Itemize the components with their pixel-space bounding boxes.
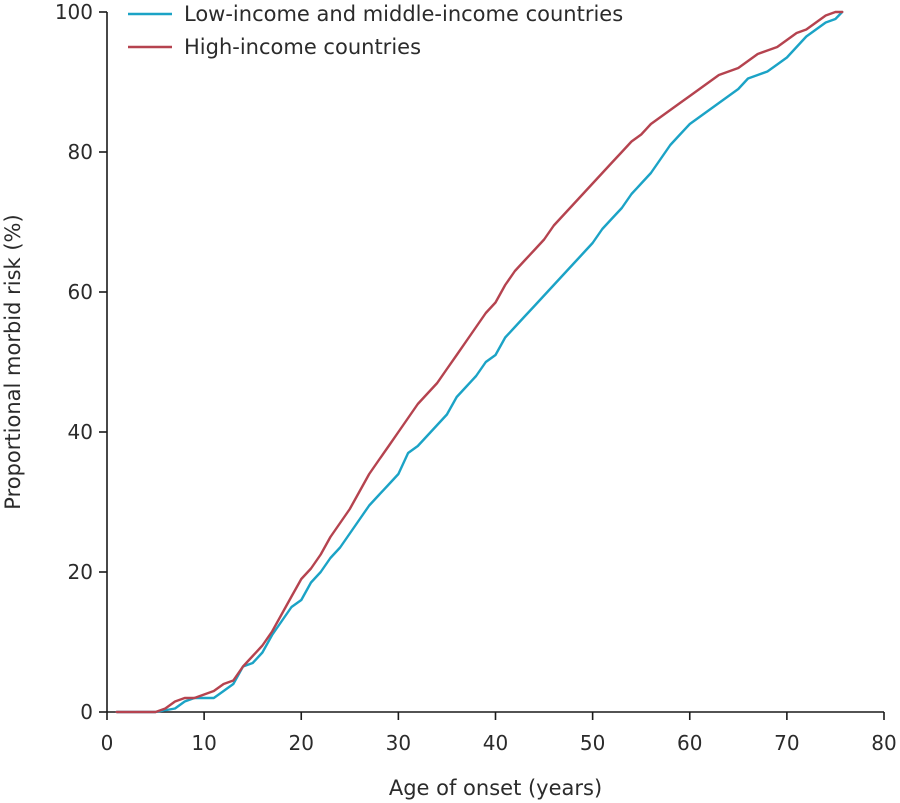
series-line-high-income <box>115 10 844 714</box>
legend: Low-income and middle-income countries Hi… <box>128 2 623 59</box>
x-axis-title: Age of onset (years) <box>389 776 602 800</box>
y-tick-label: 80 <box>68 140 93 164</box>
legend-label: Low-income and middle-income countries <box>184 2 623 26</box>
x-tick-label: 50 <box>580 731 605 755</box>
legend-label: High-income countries <box>184 35 421 59</box>
x-tick-label: 0 <box>101 731 114 755</box>
x-tick-label: 80 <box>871 731 896 755</box>
x-tick-label: 40 <box>483 731 508 755</box>
x-tick-label: 60 <box>677 731 702 755</box>
y-tick-label: 60 <box>68 280 93 304</box>
y-axis-title: Proportional morbid risk (%) <box>1 214 25 509</box>
axes: 0 20 40 60 80 100 0 10 20 30 40 50 60 70 80 <box>55 0 897 755</box>
series-line-low-middle-income <box>115 10 844 714</box>
y-tick-label: 20 <box>68 560 93 584</box>
x-axis-ticks: 0 10 20 30 40 50 60 70 80 <box>101 712 897 755</box>
y-tick-label: 0 <box>80 700 93 724</box>
x-tick-label: 20 <box>289 731 314 755</box>
x-tick-label: 30 <box>386 731 411 755</box>
y-tick-label: 100 <box>55 0 93 24</box>
y-tick-label: 40 <box>68 420 93 444</box>
x-tick-label: 70 <box>774 731 799 755</box>
x-tick-label: 10 <box>191 731 216 755</box>
series-lines <box>115 10 844 714</box>
y-axis-ticks: 0 20 40 60 80 100 <box>55 0 107 724</box>
